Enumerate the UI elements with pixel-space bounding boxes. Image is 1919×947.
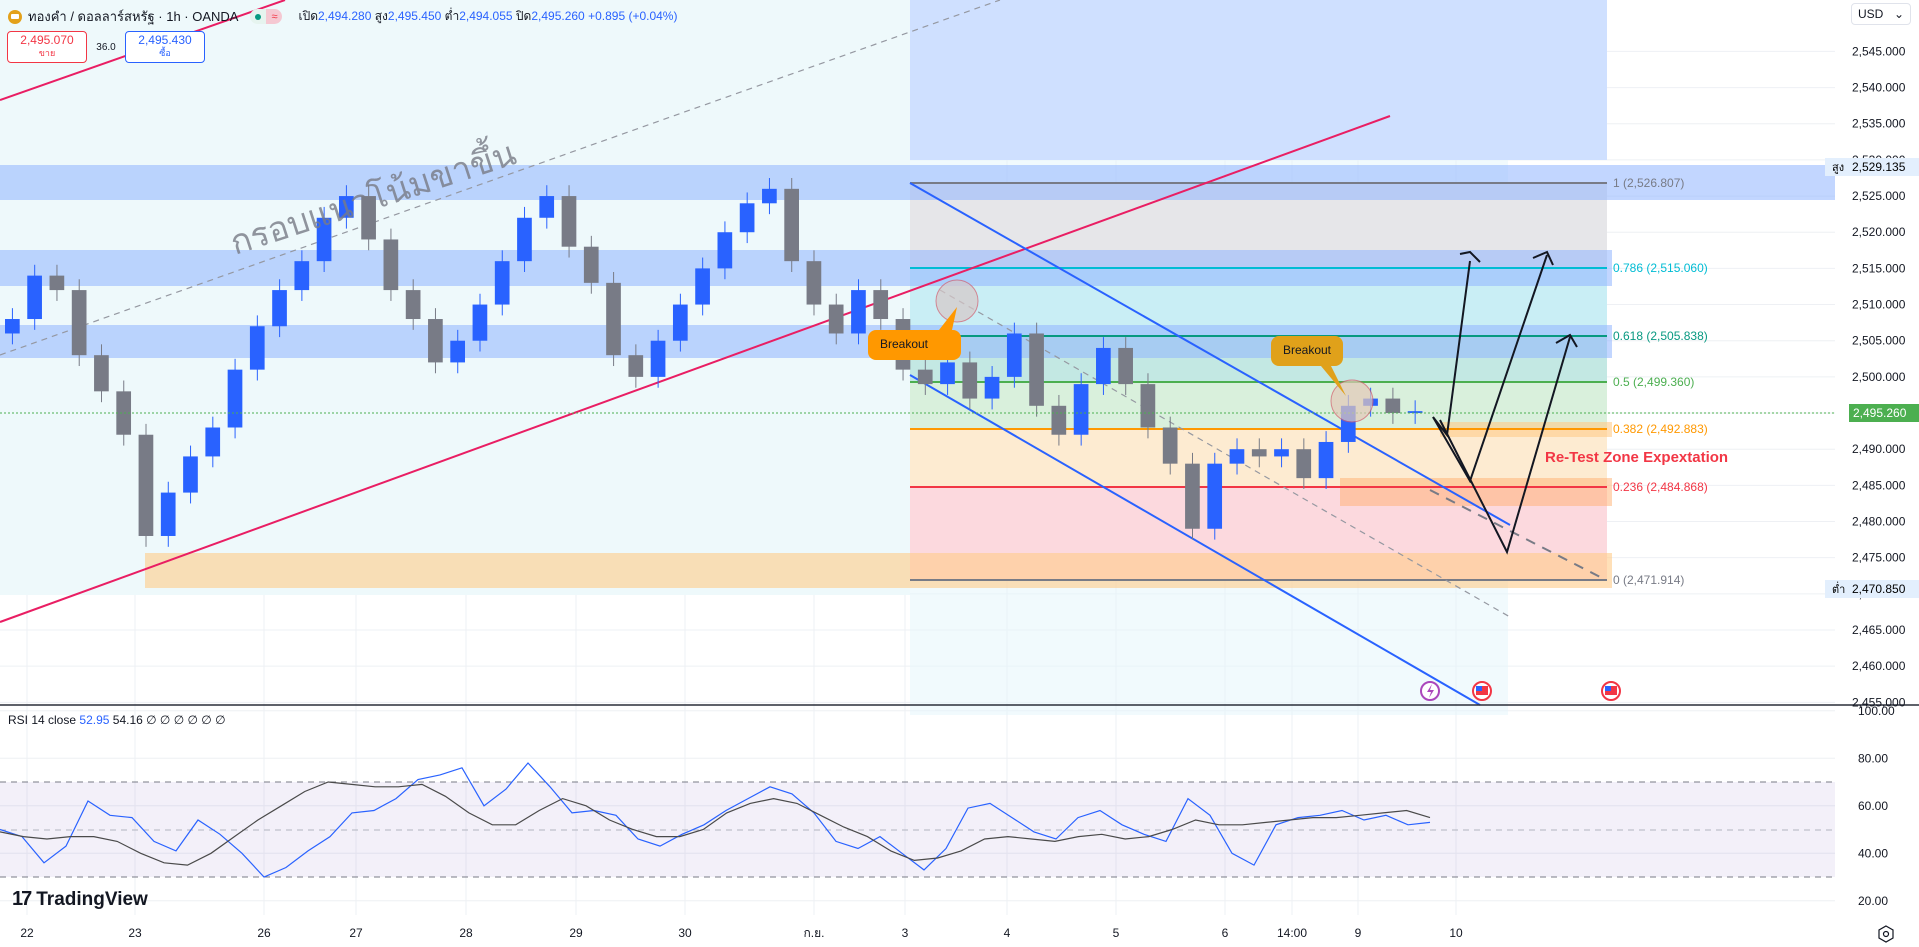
svg-text:10: 10 <box>1449 926 1463 940</box>
breakout-circle-2 <box>1330 379 1374 423</box>
ohlc-values: เปิด2,494.280 สูง2,495.450 ต่ำ2,494.055 … <box>298 9 678 23</box>
rsi-axis[interactable]: 100.00 80.00 60.00 40.00 20.00 <box>1858 704 1895 908</box>
svg-text:28: 28 <box>459 926 473 940</box>
svg-text:2,525.000: 2,525.000 <box>1852 189 1906 203</box>
event-us-flag-icon[interactable] <box>1472 681 1492 701</box>
high-marker: สูง 2,529.135 <box>1825 158 1919 176</box>
last-price-marker: 2,495.260 <box>1849 404 1919 422</box>
market-open-icon <box>250 9 267 24</box>
breakout-label-1: Breakout <box>880 337 929 351</box>
resistance-zones <box>0 165 1835 358</box>
svg-text:2,515.000: 2,515.000 <box>1852 261 1906 275</box>
svg-text:22: 22 <box>20 926 34 940</box>
tradingview-mark-icon: 17 <box>12 888 32 910</box>
svg-text:2,535.000: 2,535.000 <box>1852 117 1906 131</box>
svg-text:4: 4 <box>1004 926 1011 940</box>
support-zones <box>145 422 1612 588</box>
svg-text:2,460.000: 2,460.000 <box>1852 659 1906 673</box>
svg-text:ก.ย.: ก.ย. <box>804 926 825 940</box>
svg-text:2,475.000: 2,475.000 <box>1852 551 1906 565</box>
svg-text:2,505.000: 2,505.000 <box>1852 334 1906 348</box>
low-marker: ต่ำ 2,470.850 <box>1825 580 1919 598</box>
svg-text:9: 9 <box>1355 926 1362 940</box>
spread-value: 36.0 <box>96 41 116 53</box>
downchannel-lower[interactable] <box>909 374 1481 706</box>
event-us-flag-icon-2[interactable] <box>1601 681 1621 701</box>
rsi-ma-line <box>0 781 1431 866</box>
svg-text:2,490.000: 2,490.000 <box>1852 442 1906 456</box>
svg-text:2,465.000: 2,465.000 <box>1852 623 1906 637</box>
fib-05-label: 0.5 (2,499.360) <box>1613 375 1694 389</box>
time-axis[interactable]: 22 23 26 27 28 29 30 ก.ย. 3 4 5 6 14:00 9 10 <box>20 926 1463 940</box>
svg-text:2,540.000: 2,540.000 <box>1852 81 1906 95</box>
channel-midline <box>0 0 1001 356</box>
buy-button[interactable]: 2,495.430 ซื้อ <box>125 31 205 63</box>
svg-text:2,470.850: 2,470.850 <box>1852 582 1906 596</box>
breakout-label-2: Breakout <box>1283 343 1332 357</box>
fib-0382-label: 0.382 (2,492.883) <box>1613 422 1708 436</box>
svg-text:3: 3 <box>902 926 909 940</box>
svg-text:30: 30 <box>678 926 692 940</box>
svg-text:26: 26 <box>257 926 271 940</box>
svg-text:60.00: 60.00 <box>1858 799 1888 813</box>
svg-text:29: 29 <box>569 926 583 940</box>
downchannel-upper[interactable] <box>909 182 1511 526</box>
sell-button[interactable]: 2,495.070 ขาย <box>7 31 87 63</box>
breakout-circle-1 <box>935 279 979 323</box>
symbol-title[interactable]: ทองคำ / ดอลลาร์สหรัฐ · 1h · OANDA <box>28 9 239 24</box>
symbol-legend: ทองคำ / ดอลลาร์สหรัฐ · 1h · OANDA ≈ เปิด… <box>8 6 677 27</box>
svg-text:2,495.260: 2,495.260 <box>1853 406 1907 420</box>
settings-icon[interactable] <box>1877 925 1895 943</box>
date-range-shade <box>910 0 1607 160</box>
svg-text:2,529.135: 2,529.135 <box>1852 160 1906 174</box>
delay-icon: ≈ <box>266 9 283 24</box>
fib-0-label: 0 (2,471.914) <box>1613 573 1684 587</box>
projection-dashed <box>1429 489 1607 581</box>
svg-text:14:00: 14:00 <box>1277 926 1307 940</box>
svg-text:2,520.000: 2,520.000 <box>1852 225 1906 239</box>
svg-text:2,485.000: 2,485.000 <box>1852 478 1906 492</box>
chevron-down-icon: ⌄ <box>1893 7 1904 21</box>
svg-text:2,510.000: 2,510.000 <box>1852 298 1906 312</box>
fib-0618-label: 0.618 (2,505.838) <box>1613 329 1708 343</box>
uptrend-support-line[interactable] <box>0 115 1391 623</box>
svg-text:ต่ำ: ต่ำ <box>1832 581 1845 596</box>
svg-text:100.00: 100.00 <box>1858 704 1895 718</box>
fib-0236-label: 0.236 (2,484.868) <box>1613 480 1708 494</box>
svg-text:40.00: 40.00 <box>1858 846 1888 860</box>
rsi-line <box>0 762 1431 878</box>
trade-buttons: 2,495.070 ขาย 36.0 2,495.430 ซื้อ <box>7 31 205 63</box>
breakout-callout-1[interactable]: Breakout <box>868 307 961 360</box>
svg-text:2,545.000: 2,545.000 <box>1852 44 1906 58</box>
fib-0786-label: 0.786 (2,515.060) <box>1613 261 1708 275</box>
fibonacci-labels: 1 (2,526.807) 0.786 (2,515.060) 0.618 (2… <box>1613 176 1708 587</box>
projection-arrows <box>1432 250 1578 555</box>
fib-1-label: 1 (2,526.807) <box>1613 176 1684 190</box>
rsi-legend: RSI 14 close 52.95 54.16 ∅ ∅ ∅ ∅ ∅ ∅ <box>8 713 226 727</box>
currency-select[interactable]: USD ⌄ <box>1851 3 1911 25</box>
svg-text:2,455.000: 2,455.000 <box>1852 695 1906 709</box>
svg-text:80.00: 80.00 <box>1858 751 1888 765</box>
gold-symbol-icon <box>8 9 22 24</box>
price-axis[interactable]: 2,545.0002,540.0002,535.0002,530.0002,52… <box>1852 44 1906 709</box>
svg-text:27: 27 <box>349 926 363 940</box>
tradingview-logo[interactable]: 17 TradingView <box>12 888 148 910</box>
event-lightning-icon[interactable] <box>1420 681 1440 701</box>
svg-text:2,480.000: 2,480.000 <box>1852 515 1906 529</box>
svg-text:สูง: สูง <box>1832 162 1844 174</box>
uptrend-box <box>0 0 910 595</box>
svg-text:6: 6 <box>1222 926 1229 940</box>
svg-text:20.00: 20.00 <box>1858 894 1888 908</box>
svg-text:23: 23 <box>128 926 142 940</box>
svg-text:2,500.000: 2,500.000 <box>1852 370 1906 384</box>
market-status[interactable]: ≈ <box>250 9 283 24</box>
retest-zone-label: Re-Test Zone Expextation <box>1545 449 1728 466</box>
candlestick-series <box>5 177 1423 547</box>
svg-text:5: 5 <box>1113 926 1120 940</box>
breakout-callout-2[interactable]: Breakout <box>1271 336 1346 396</box>
